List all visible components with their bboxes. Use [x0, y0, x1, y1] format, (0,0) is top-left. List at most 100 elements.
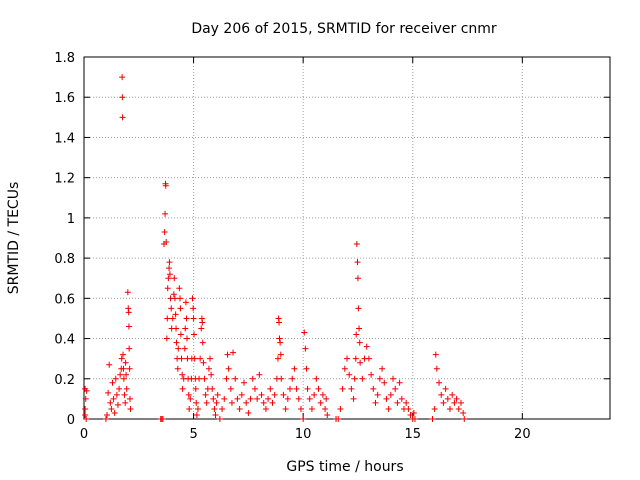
data-point: [276, 319, 282, 325]
data-point: [126, 323, 132, 329]
data-point: [112, 410, 118, 416]
data-point: [323, 396, 329, 402]
data-point: [114, 392, 120, 398]
data-point: [127, 396, 133, 402]
data-point: [228, 386, 234, 392]
data-point: [170, 315, 176, 321]
data-point: [116, 386, 122, 392]
data-point: [108, 406, 114, 412]
data-point: [234, 396, 240, 402]
x-tick-label: 15: [404, 427, 421, 442]
data-point: [283, 406, 289, 412]
data-point: [165, 275, 171, 281]
data-point: [122, 400, 128, 406]
data-point: [386, 406, 392, 412]
data-point: [107, 400, 113, 406]
data-point: [342, 366, 348, 372]
data-point: [447, 406, 453, 412]
x-axis-label: GPS time / hours: [286, 459, 403, 475]
data-point: [276, 336, 282, 342]
data-point: [215, 392, 221, 398]
data-point: [359, 376, 365, 382]
data-point: [117, 372, 123, 378]
data-point: [237, 406, 243, 412]
data-point: [179, 372, 185, 378]
data-point: [397, 380, 403, 386]
data-point: [126, 346, 132, 352]
data-point: [119, 356, 125, 362]
data-point: [186, 392, 192, 398]
data-point: [166, 265, 172, 271]
data-point: [458, 400, 464, 406]
data-point: [180, 386, 186, 392]
y-axis-label: SRMTID / TECUs: [6, 182, 22, 295]
data-point: [193, 400, 199, 406]
data-point: [248, 396, 254, 402]
data-point: [432, 406, 438, 412]
data-point: [184, 336, 190, 342]
data-point: [176, 285, 182, 291]
grid-lines: [84, 57, 610, 419]
data-point: [225, 352, 231, 358]
data-point: [429, 416, 435, 422]
y-tick-label: 0: [67, 413, 75, 428]
y-tick-label: 1.6: [54, 91, 75, 106]
data-point: [104, 412, 110, 418]
data-point: [82, 412, 88, 418]
data-point: [120, 352, 126, 358]
data-point: [368, 372, 374, 378]
data-point: [166, 259, 172, 265]
data-point: [443, 386, 449, 392]
data-point: [202, 376, 208, 382]
chart-title: Day 206 of 2015, SRMTID for receiver cnm…: [191, 21, 497, 37]
data-point: [162, 211, 168, 217]
data-point: [318, 400, 324, 406]
data-point: [275, 356, 281, 362]
data-point: [122, 392, 128, 398]
data-point: [204, 400, 210, 406]
data-point: [173, 326, 179, 332]
data-point: [354, 241, 360, 247]
x-tick-label: 10: [295, 427, 312, 442]
data-point: [177, 295, 183, 301]
data-point: [203, 392, 209, 398]
data-point: [278, 376, 284, 382]
data-point: [320, 392, 326, 398]
data-point: [171, 291, 177, 297]
x-tick-label: 20: [514, 427, 531, 442]
y-tick-label: 0.6: [54, 292, 75, 307]
data-point: [105, 390, 111, 396]
data-point: [175, 366, 181, 372]
data-point: [191, 315, 197, 321]
data-point: [277, 340, 283, 346]
data-point: [192, 356, 198, 362]
data-point: [436, 380, 442, 386]
data-point: [168, 305, 174, 311]
data-point: [265, 396, 271, 402]
data-point: [322, 406, 328, 412]
y-tick-label: 0.4: [54, 333, 75, 348]
data-point: [175, 346, 181, 352]
data-point: [245, 410, 251, 416]
data-point: [183, 299, 189, 305]
data-point: [285, 396, 291, 402]
y-tick-label: 1: [67, 212, 75, 227]
data-point: [178, 332, 184, 338]
data-point: [219, 406, 225, 412]
data-point: [353, 332, 359, 338]
data-point: [440, 400, 446, 406]
data-point: [187, 396, 193, 402]
data-point: [303, 366, 309, 372]
y-tick-label: 1.8: [54, 51, 75, 66]
data-point: [208, 372, 214, 378]
data-point: [316, 386, 322, 392]
data-point: [353, 356, 359, 362]
data-point: [230, 350, 236, 356]
data-point: [372, 400, 378, 406]
data-point: [445, 396, 451, 402]
data-point: [206, 366, 212, 372]
axis-ticks: 0 5 10 15 20 0 0.2 0.4 0.6 0.8 1 1.2 1.4 1.6 1.8: [54, 51, 610, 442]
data-point: [375, 392, 381, 398]
data-point: [337, 406, 343, 412]
data-point: [171, 275, 177, 281]
